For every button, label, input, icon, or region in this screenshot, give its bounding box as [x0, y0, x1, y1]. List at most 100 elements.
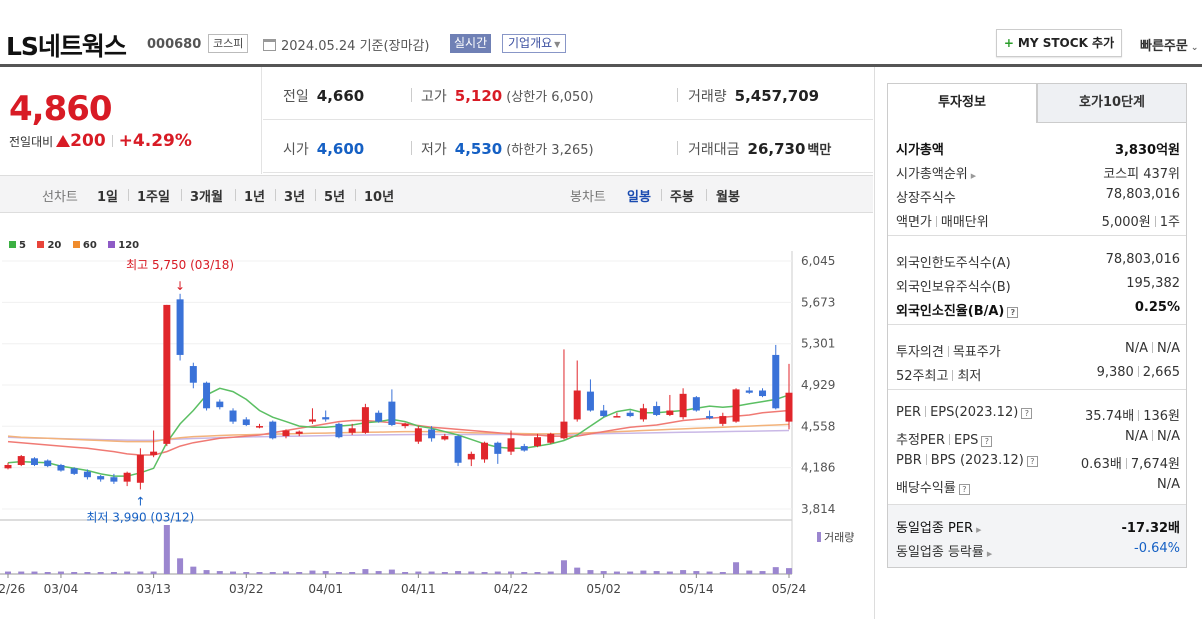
market-cap-value: 3,830억원 — [1114, 143, 1180, 158]
help-icon[interactable]: ? — [1007, 307, 1019, 318]
volume-bar — [349, 572, 356, 574]
foreign-hold-value: 195,382 — [1126, 276, 1180, 291]
volume-bar — [84, 572, 91, 574]
low-label: 저가 — [421, 142, 447, 158]
stock-code: 000680 — [147, 37, 202, 52]
legend-label: 60 — [82, 240, 97, 251]
candle-body — [441, 436, 449, 440]
volume-bar — [322, 571, 329, 574]
divider — [411, 141, 412, 155]
range-tab-3m[interactable]: 3개월 — [190, 190, 223, 205]
par-label-2: 매매단위 — [940, 215, 989, 230]
est-per-value: N/A N/A — [1125, 429, 1180, 444]
volume-bar — [613, 571, 620, 574]
range-tab-5y[interactable]: 5년 — [324, 190, 346, 205]
volume-bar — [256, 572, 263, 574]
divider — [1152, 342, 1153, 353]
change-label: 전일대비 — [9, 135, 54, 149]
divider — [1137, 366, 1139, 377]
add-mystock-button[interactable]: + MY STOCK 추가 — [996, 29, 1122, 57]
divider — [677, 88, 678, 102]
info-body: 시가총액 3,830억원 시가총액순위 ▶ 코스피 437위 상장주식수 78,803,… — [887, 123, 1187, 568]
up-arrow-icon — [56, 135, 71, 147]
volume-bar — [44, 572, 51, 574]
y-tick-label: 6,045 — [801, 254, 835, 268]
candle-tab-daily[interactable]: 일봉 — [627, 190, 651, 205]
volume-bar — [653, 571, 660, 574]
candle-tab-weekly[interactable]: 주봉 — [670, 190, 694, 205]
help-icon[interactable]: ? — [1026, 456, 1038, 467]
volume-bar — [468, 571, 475, 574]
est-per-value-2: N/A — [1157, 429, 1180, 444]
divider — [947, 346, 949, 357]
candle-body — [361, 407, 369, 433]
x-tick-label: 03/04 — [44, 582, 79, 596]
company-overview-button[interactable]: 기업개요 ▼ — [502, 34, 567, 53]
volume-bar — [534, 572, 541, 574]
range-tab-3y[interactable]: 3년 — [284, 190, 306, 205]
legend-ma60: 60 — [72, 240, 97, 251]
help-icon[interactable]: ? — [958, 484, 970, 495]
volume-bar — [282, 571, 289, 574]
foreign-limit-value: 78,803,016 — [1105, 252, 1180, 267]
y-tick-label: 5,673 — [801, 295, 835, 309]
opinion-value: N/A N/A — [1125, 341, 1180, 356]
candle-body — [679, 393, 687, 418]
candle-body — [719, 416, 727, 424]
per-label-1: PER — [896, 405, 922, 420]
volume-bar — [415, 571, 422, 574]
volume-bar — [296, 572, 303, 574]
opinion-value-2: N/A — [1157, 341, 1180, 356]
foreign-ratio-value: 0.25% — [1134, 300, 1180, 315]
range-tab-1w[interactable]: 1주일 — [137, 190, 170, 205]
legend-swatch — [37, 241, 45, 248]
volume-bar — [362, 569, 369, 574]
market-cap-label: 시가총액 — [896, 143, 944, 158]
volume-bar — [733, 562, 740, 574]
par-label-1: 액면가 — [896, 215, 932, 230]
industry-rate-label: 동일업종 등락률 ▶ — [896, 541, 992, 560]
tab-investment-info[interactable]: 투자정보 — [887, 83, 1037, 123]
price-chart: 6,045 5,673 5,301 4,929 4,558 4,186 3,814 02/26… — [0, 214, 873, 619]
candle-body — [30, 458, 38, 465]
header-rule — [0, 64, 1202, 67]
candle-body — [428, 429, 436, 439]
low-arrow-icon: ↑ — [135, 494, 145, 508]
par-value-1: 5,000원 — [1101, 215, 1151, 230]
x-tick-label: 05/02 — [586, 582, 621, 596]
company-overview-label: 기업개요 — [508, 36, 553, 50]
candle-body — [17, 456, 25, 465]
range-tab-1d[interactable]: 1일 — [97, 190, 119, 205]
x-tick-label: 05/14 — [679, 582, 714, 596]
per-label-2: EPS(2023.12) — [930, 405, 1019, 420]
candle-body — [229, 410, 237, 422]
high-arrow-icon: ↓ — [175, 279, 185, 293]
candle-body — [335, 423, 343, 438]
par-label: 액면가 매매단위 — [896, 211, 989, 230]
help-icon[interactable]: ? — [1021, 408, 1033, 419]
legend-swatch — [108, 241, 116, 248]
volume-bar — [441, 572, 448, 574]
help-icon[interactable]: ? — [981, 436, 993, 447]
realtime-button[interactable]: 실시간 — [450, 34, 492, 53]
shares-value: 78,803,016 — [1105, 187, 1180, 202]
open-label: 시가 — [283, 142, 309, 158]
candle-body — [282, 430, 290, 437]
price-change: 전일대비 200 +4.29% — [9, 131, 192, 151]
candle-tab-monthly[interactable]: 월봉 — [716, 190, 740, 205]
high-annotation: 최고 5,750 (03/18) — [126, 258, 234, 272]
date-info: 2024.05.24 기준(장마감) — [263, 35, 430, 54]
x-tick-label: 04/22 — [494, 582, 529, 596]
volume-bar — [640, 570, 647, 574]
range-tab-10y[interactable]: 10년 — [364, 190, 395, 205]
candle-body — [600, 410, 608, 417]
section-divider — [888, 324, 1186, 325]
quick-order-button[interactable]: 빠른주문 ⌄ — [1140, 35, 1198, 54]
range-tab-1y[interactable]: 1년 — [244, 190, 266, 205]
tab-orderbook[interactable]: 호가10단계 — [1037, 83, 1187, 123]
volume-bar — [110, 572, 117, 574]
candle-body — [626, 412, 634, 417]
candle-body — [375, 412, 383, 422]
volume-bar — [547, 571, 554, 574]
quick-order-label: 빠른주문 — [1140, 39, 1188, 54]
